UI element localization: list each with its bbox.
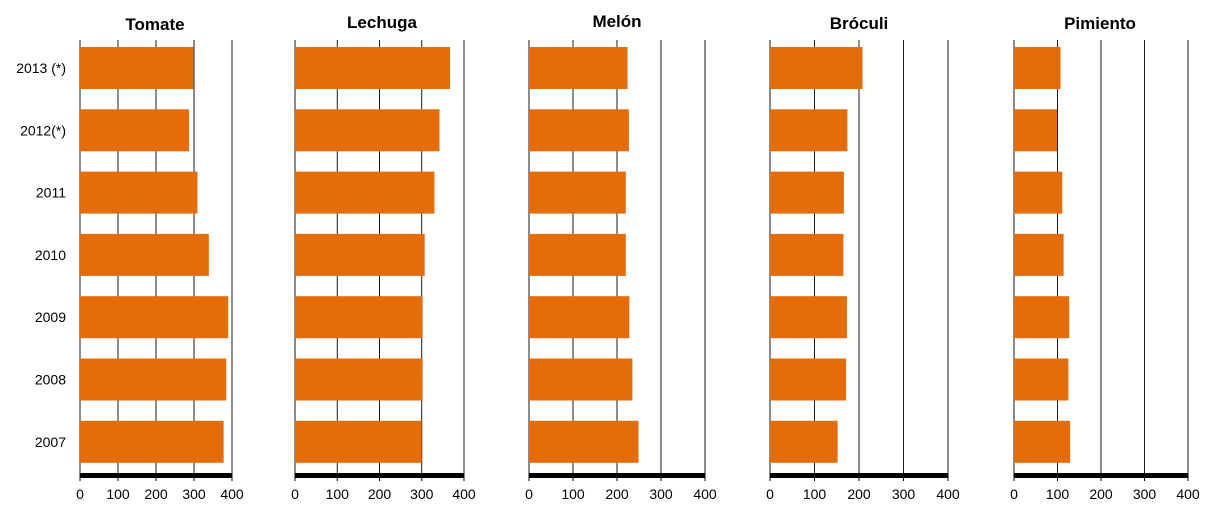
tick-label: 100 [1046,486,1070,502]
tick-label: 200 [368,486,392,502]
bar-0 [295,47,451,89]
bar-4 [295,296,423,339]
tick-label: 0 [76,486,84,502]
tick-label: 300 [410,486,434,502]
tick-label: 0 [291,486,299,502]
bar-2 [770,171,844,214]
category-label: 2013 (*) [16,60,66,76]
category-label: 2007 [35,434,66,450]
bar-1 [295,109,440,152]
panel-title: Lechuga [347,13,417,32]
panel-title: Melón [592,12,641,31]
category-label: 2012(*) [20,122,66,138]
panel-title: Tomate [125,15,184,34]
tick-label: 300 [182,486,206,502]
bar-0 [529,47,628,89]
bar-4 [770,296,847,339]
bar-0 [1014,47,1061,89]
bar-1 [770,109,848,152]
tick-label: 0 [766,486,774,502]
bar-5 [529,358,633,401]
tick-label: 400 [452,486,476,502]
bar-4 [80,296,229,339]
bar-6 [295,420,422,463]
bar-3 [80,233,209,276]
bar-6 [80,420,224,463]
bar-5 [770,358,847,401]
category-label: 2010 [35,247,66,263]
bar-1 [1014,109,1058,152]
bar-3 [770,233,844,276]
category-label: 2009 [35,309,66,325]
category-label: 2008 [35,372,66,388]
tick-label: 200 [605,486,629,502]
bar-1 [80,109,190,152]
bar-5 [80,358,227,401]
bar-6 [529,420,639,463]
bar-3 [295,233,425,276]
tick-label: 400 [693,486,717,502]
tick-label: 0 [525,486,533,502]
tick-label: 400 [220,486,244,502]
bar-1 [529,109,629,152]
tick-label: 0 [1010,486,1018,502]
bar-0 [80,47,194,89]
bar-6 [1014,420,1071,463]
tick-label: 300 [1133,486,1157,502]
bar-3 [1014,233,1064,276]
bar-6 [770,420,838,463]
category-label: 2011 [36,185,66,201]
bar-4 [529,296,630,339]
bar-0 [770,47,863,89]
tick-label: 100 [561,486,585,502]
tick-label: 100 [326,486,350,502]
tick-label: 200 [144,486,168,502]
tick-label: 400 [1176,486,1200,502]
bar-2 [1014,171,1063,214]
panel-title: Bróculi [830,14,889,33]
bar-2 [295,171,435,214]
tick-label: 100 [803,486,827,502]
bar-3 [529,233,626,276]
bar-2 [80,171,198,214]
tick-label: 200 [1089,486,1113,502]
panel-title: Pimiento [1064,14,1136,33]
bar-5 [295,358,423,401]
tick-label: 100 [106,486,130,502]
tick-label: 400 [936,486,960,502]
bar-4 [1014,296,1070,339]
tick-label: 200 [847,486,871,502]
tick-label: 300 [649,486,673,502]
bar-2 [529,171,626,214]
tick-label: 300 [892,486,916,502]
bar-5 [1014,358,1069,401]
